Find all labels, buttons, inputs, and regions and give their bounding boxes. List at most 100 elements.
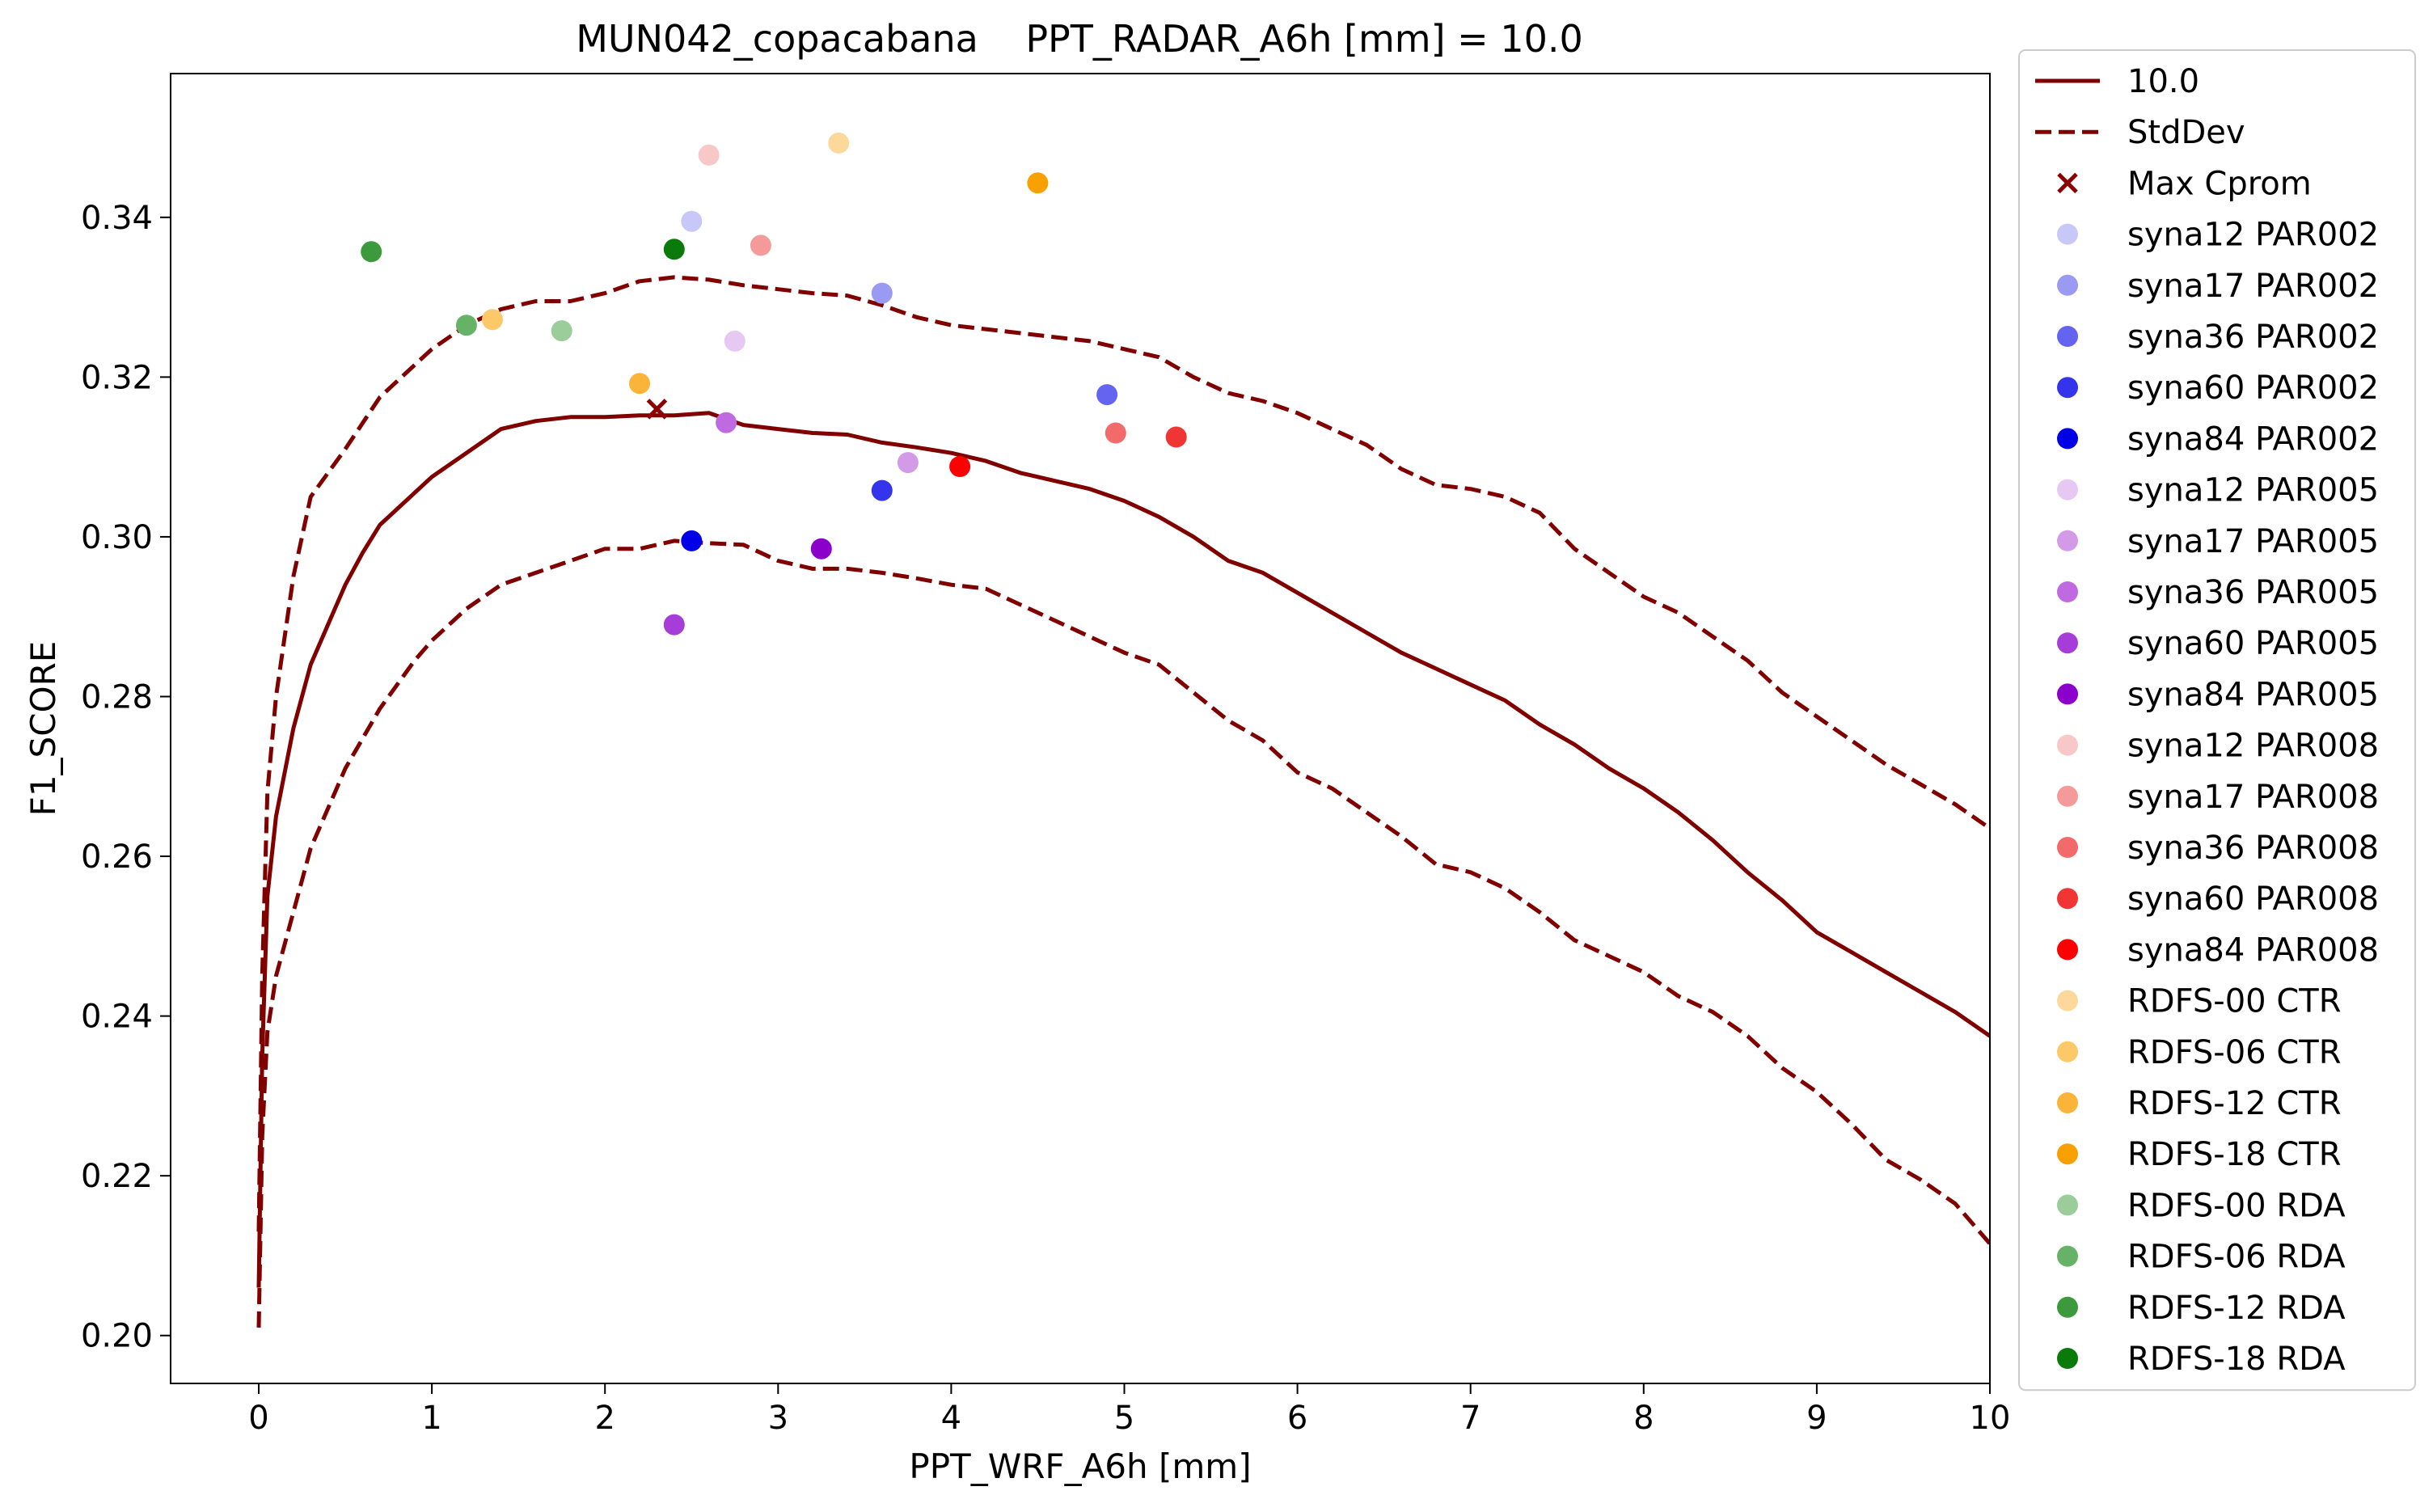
legend-dot-swatch <box>2057 1245 2078 1267</box>
legend-label: Max Cprom <box>2127 165 2312 202</box>
legend-label: syna17 PAR008 <box>2127 779 2379 816</box>
legend-item: RDFS-06 RDA <box>2057 1239 2346 1276</box>
legend-item: Max Cprom <box>2057 165 2312 202</box>
point-syna84-par005 <box>810 538 832 560</box>
legend-item: syna12 PAR005 <box>2057 472 2379 509</box>
stddev-line-lower <box>256 538 1990 1328</box>
y-tick-label: 0.20 <box>81 1318 153 1355</box>
legend-item: RDFS-12 RDA <box>2057 1290 2346 1327</box>
legend-dot-swatch <box>2057 683 2078 705</box>
legend-label: StdDev <box>2127 114 2245 151</box>
x-tick-label: 4 <box>941 1400 961 1437</box>
legend-label: syna60 PAR005 <box>2127 625 2379 662</box>
point-syna12-par005 <box>724 330 746 352</box>
legend-label: RDFS-18 CTR <box>2127 1136 2342 1173</box>
y-tick-label: 0.32 <box>81 359 153 396</box>
point-syna17-par002 <box>871 282 893 304</box>
legend-dot-swatch <box>2057 581 2078 602</box>
legend-dot-swatch <box>2057 1041 2078 1062</box>
legend-label: syna12 PAR002 <box>2127 217 2379 254</box>
x-axis: 0 1 2 3 4 5 6 7 8 9 10 <box>248 1383 2010 1437</box>
y-axis: 0.20 0.22 0.24 0.26 0.28 0.30 0.32 0.34 <box>81 200 171 1355</box>
point-syna60-par002 <box>871 479 893 501</box>
chart-title: MUN042_copacabana PPT_RADAR_A6h [mm] = 1… <box>576 17 1583 61</box>
legend-label: syna84 PAR008 <box>2127 931 2379 969</box>
x-tick-label: 2 <box>594 1400 615 1437</box>
legend-dot-swatch <box>2057 632 2078 654</box>
legend-dot-swatch <box>2057 785 2078 807</box>
legend-label: syna84 PAR005 <box>2127 676 2379 713</box>
y-tick-label: 0.26 <box>81 838 153 876</box>
legend-item: syna84 PAR008 <box>2057 931 2379 969</box>
legend-label: 10.0 <box>2127 63 2199 100</box>
point-syna60-par005 <box>663 614 685 636</box>
legend-item: syna12 PAR002 <box>2057 217 2379 254</box>
point-syna12-par008 <box>698 144 720 166</box>
point-syna36-par002 <box>1096 384 1118 406</box>
legend-label: syna17 PAR005 <box>2127 523 2379 560</box>
mean-line <box>256 411 1990 1288</box>
legend-item: syna84 PAR002 <box>2057 420 2379 458</box>
legend-dot-swatch <box>2057 428 2078 450</box>
legend-item: RDFS-12 CTR <box>2057 1085 2342 1122</box>
legend-item: syna17 PAR005 <box>2057 523 2379 560</box>
x-tick-label: 5 <box>1114 1400 1134 1437</box>
legend-dot-swatch <box>2057 888 2078 910</box>
max-cprom-marker <box>646 399 668 420</box>
legend-item: RDFS-18 CTR <box>2057 1136 2342 1173</box>
legend: 10.0 StdDev Max Cprom syna12 PAR002 syna17 P… <box>2018 49 2416 1392</box>
legend-item: syna36 PAR008 <box>2057 830 2379 867</box>
legend-label: syna12 PAR008 <box>2127 728 2379 765</box>
plot-frame <box>170 73 1991 1384</box>
point-rdfs-00-ctr <box>828 132 850 154</box>
legend-dot-swatch <box>2057 1194 2078 1216</box>
legend-label: syna17 PAR002 <box>2127 268 2379 305</box>
y-tick-label: 0.30 <box>81 519 153 556</box>
legend-item: RDFS-00 CTR <box>2057 983 2342 1020</box>
legend-dot-swatch <box>2057 1143 2078 1165</box>
y-tick-label: 0.24 <box>81 999 153 1036</box>
point-syna17-par005 <box>897 452 919 474</box>
legend-dot-swatch <box>2057 1092 2078 1113</box>
legend-dot-swatch <box>2057 377 2078 399</box>
point-rdfs-06-ctr <box>482 309 503 331</box>
x-tick-label: 3 <box>768 1400 788 1437</box>
legend-item: syna17 PAR002 <box>2057 268 2379 305</box>
legend-label: RDFS-06 RDA <box>2127 1239 2346 1276</box>
x-axis-label: PPT_WRF_A6h [mm] <box>909 1447 1251 1486</box>
point-rdfs-06-rda <box>455 315 477 336</box>
legend-label: RDFS-06 CTR <box>2127 1034 2342 1071</box>
legend-label: syna84 PAR002 <box>2127 420 2379 458</box>
point-syna84-par008 <box>949 456 971 477</box>
legend-item: syna12 PAR008 <box>2057 728 2379 765</box>
legend-label: syna36 PAR002 <box>2127 319 2379 356</box>
stddev-line <box>256 275 1990 1232</box>
legend-dot-swatch <box>2057 530 2078 551</box>
legend-label: RDFS-18 RDA <box>2127 1341 2346 1378</box>
legend-item: StdDev <box>2035 114 2245 151</box>
legend-item: syna84 PAR005 <box>2057 676 2379 713</box>
legend-item: syna36 PAR002 <box>2057 319 2379 356</box>
point-syna17-par008 <box>750 234 771 256</box>
point-rdfs-12-ctr <box>629 373 650 395</box>
legend-label: syna12 PAR005 <box>2127 472 2379 509</box>
legend-frame <box>2018 49 2416 1392</box>
point-rdfs-18-ctr <box>1027 172 1049 194</box>
point-rdfs-18-rda <box>663 239 685 260</box>
legend-item: RDFS-18 RDA <box>2057 1341 2346 1378</box>
legend-dot-swatch <box>2057 274 2078 296</box>
point-syna12-par002 <box>681 210 703 232</box>
x-tick-label: 10 <box>1970 1400 2011 1437</box>
point-syna60-par008 <box>1165 426 1187 448</box>
legend-label: syna36 PAR005 <box>2127 574 2379 611</box>
legend-item: syna17 PAR008 <box>2057 779 2379 816</box>
legend-label: RDFS-00 CTR <box>2127 983 2342 1020</box>
plot-area <box>256 132 1990 1328</box>
x-tick-label: 1 <box>421 1400 441 1437</box>
legend-label: syna60 PAR008 <box>2127 881 2379 918</box>
legend-dot-swatch <box>2057 1296 2078 1318</box>
legend-dot-swatch <box>2057 837 2078 858</box>
legend-dot-swatch <box>2057 326 2078 347</box>
legend-dot-swatch <box>2057 734 2078 756</box>
